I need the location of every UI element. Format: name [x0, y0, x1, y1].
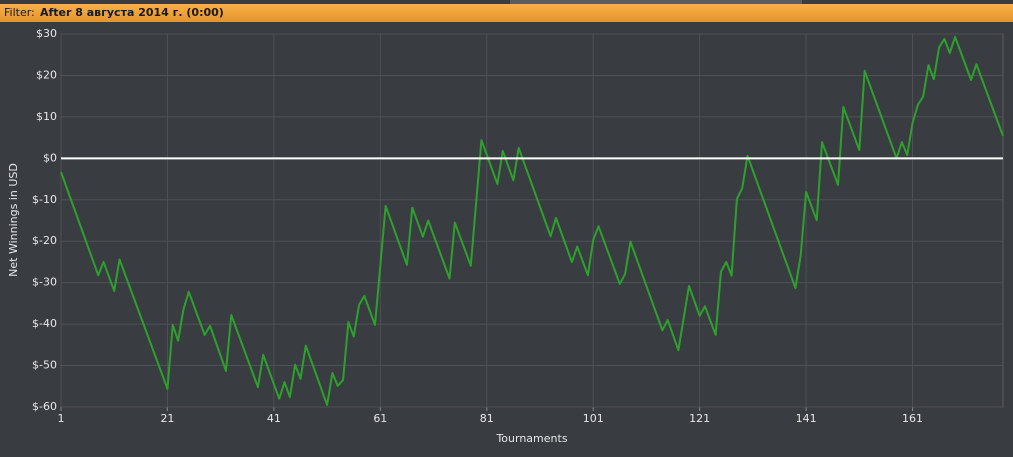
filter-background: [0, 4, 1013, 22]
y-tick-label: $20: [36, 68, 57, 81]
x-tick-label: 81: [480, 412, 494, 425]
x-tick-label: 121: [689, 412, 710, 425]
x-tick-label: 61: [373, 412, 387, 425]
y-tick-label: $10: [36, 110, 57, 123]
y-tick-label: $-30: [32, 276, 57, 289]
filter-label: Filter:: [4, 6, 35, 19]
y-tick-label: $0: [43, 151, 57, 164]
y-axis-label: Net Winnings in USD: [7, 163, 20, 277]
filter-bar: Filter: After 8 августа 2014 г. (0:00): [0, 0, 1013, 22]
y-tick-label: $-20: [32, 234, 57, 247]
y-tick-label: $-50: [32, 359, 57, 372]
x-tick-label: 141: [796, 412, 817, 425]
x-tick-label: 161: [902, 412, 923, 425]
x-tick-label: 1: [58, 412, 65, 425]
tab-strip: [510, 0, 802, 4]
x-axis-label: Tournaments: [495, 432, 567, 445]
filter-value[interactable]: After 8 августа 2014 г. (0:00): [40, 6, 224, 19]
x-tick-label: 21: [160, 412, 174, 425]
x-tick-label: 41: [267, 412, 281, 425]
y-tick-label: $-10: [32, 193, 57, 206]
y-tick-label: $-60: [32, 400, 57, 413]
plot-area: [60, 33, 1004, 408]
x-tick-label: 101: [583, 412, 604, 425]
y-tick-label: $30: [36, 27, 57, 40]
y-tick-label: $-40: [32, 317, 57, 330]
line-series: [60, 35, 1004, 406]
